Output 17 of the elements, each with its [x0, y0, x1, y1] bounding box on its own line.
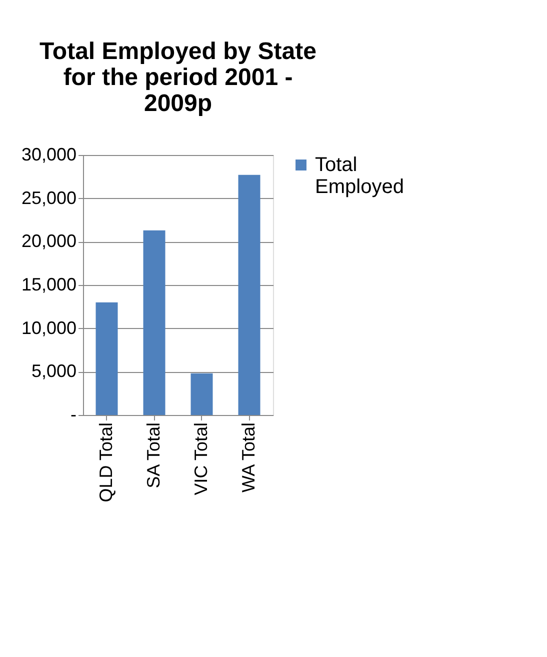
y-tick-label: -	[70, 404, 76, 424]
x-tick-label: QLD Total	[96, 422, 116, 502]
bar	[96, 302, 118, 415]
y-tick-label: 5,000	[31, 361, 76, 382]
chart-title: Total Employed by State for the period 2001 - 2009p	[40, 38, 316, 117]
y-tick-label: 10,000	[21, 318, 76, 338]
bar	[238, 174, 260, 415]
x-tick-label: SA Total	[143, 422, 164, 488]
y-tick-label: 25,000	[21, 188, 76, 208]
y-tick-label: 20,000	[21, 231, 76, 252]
legend-label: Total Employed	[315, 154, 404, 198]
y-tick-label: 15,000	[21, 274, 76, 294]
bar	[143, 230, 166, 415]
y-tick-label: 30,000	[21, 144, 76, 164]
bar	[190, 373, 213, 415]
x-tick-label: WA Total	[238, 422, 258, 493]
x-tick-label: VIC Total	[190, 422, 211, 496]
